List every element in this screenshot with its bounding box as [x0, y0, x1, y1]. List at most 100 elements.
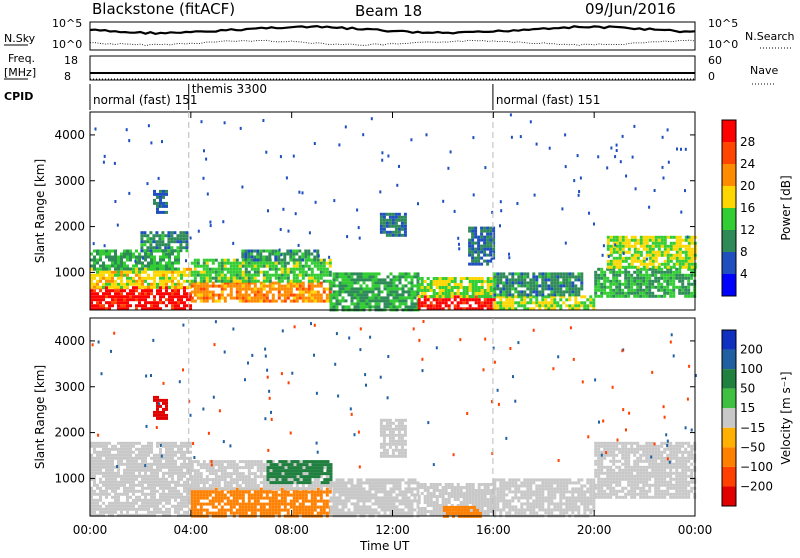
heatmap-cell [471, 242, 474, 245]
heatmap-cell [186, 505, 189, 508]
heatmap-cell [508, 278, 511, 281]
heatmap-cell [372, 275, 375, 278]
heatmap-cell [404, 231, 407, 234]
heatmap-cell [303, 481, 306, 484]
heatmap-cell [688, 242, 691, 245]
heatmap-cell [678, 280, 681, 283]
heatmap-cell [354, 505, 357, 508]
heatmap-cell [663, 286, 666, 289]
heatmap-cell [168, 511, 171, 514]
heatmap-cell [171, 289, 174, 292]
heatmap-cell [610, 245, 613, 248]
heatmap-cell [357, 481, 360, 484]
heatmap-cell [206, 503, 209, 506]
heatmap-cell [342, 296, 345, 299]
heatmap-cell [561, 207, 563, 210]
heatmap-cell [508, 290, 511, 293]
heatmap-cell [260, 466, 263, 469]
heatmap-cell [402, 284, 405, 287]
heatmap-cell [396, 299, 399, 302]
heatmap-cell [320, 294, 323, 297]
heatmap-cell [348, 275, 351, 278]
heatmap-cell [233, 262, 236, 265]
heatmap-cell [248, 297, 251, 300]
heatmap-cell [282, 481, 285, 484]
heatmap-cell [165, 277, 168, 280]
heatmap-cell [317, 259, 320, 262]
heatmap-cell [153, 481, 156, 484]
heatmap-cell [502, 293, 505, 296]
heatmap-cell [269, 262, 272, 265]
heatmap-cell [141, 481, 144, 484]
heatmap-cell [622, 242, 625, 245]
heatmap-cell [390, 478, 393, 481]
heatmap-cell [150, 478, 153, 481]
heatmap-cell [502, 275, 505, 278]
heatmap-cell [191, 280, 194, 283]
heatmap-cell [108, 256, 111, 259]
heatmap-cell [418, 277, 421, 280]
heatmap-cell [170, 240, 173, 243]
heatmap-cell [333, 481, 336, 484]
heatmap-cell [285, 481, 288, 484]
heatmap-cell [315, 475, 318, 478]
heatmap-cell [168, 469, 171, 472]
heatmap-cell [200, 271, 203, 274]
heatmap-cell [463, 301, 466, 304]
heatmap-cell [493, 287, 496, 290]
heatmap-cell [168, 457, 171, 460]
heatmap-cell [372, 299, 375, 302]
heatmap-cell [293, 487, 296, 490]
heatmap-cell [171, 460, 174, 463]
heatmap-cell [144, 502, 147, 505]
heatmap-cell [612, 274, 615, 277]
heatmap-cell [529, 298, 532, 301]
heatmap-cell [317, 512, 320, 515]
heatmap-cell [221, 262, 224, 265]
heatmap-cell [156, 289, 159, 292]
heatmap-cell [684, 292, 687, 295]
heatmap-cell [168, 298, 171, 301]
heatmap-cell [260, 271, 263, 274]
heatmap-cell [141, 469, 144, 472]
heatmap-cell [380, 231, 383, 234]
heatmap-cell [272, 478, 275, 481]
heatmap-cell [111, 289, 114, 292]
heatmap-cell [639, 283, 642, 286]
heatmap-cell [99, 253, 102, 256]
heatmap-cell [284, 291, 287, 294]
heatmap-cell [398, 213, 401, 216]
heatmap-cell [502, 272, 505, 275]
heatmap-cell [241, 256, 244, 259]
heatmap-cell [305, 500, 308, 503]
heatmap-cell [99, 274, 102, 277]
heatmap-cell [272, 512, 275, 515]
heatmap-cell [673, 242, 676, 245]
heatmap-cell [553, 293, 556, 296]
heatmap-cell [168, 295, 171, 298]
heatmap-cell [421, 304, 424, 307]
heatmap-cell [471, 245, 474, 248]
heatmap-cell [111, 304, 114, 307]
heatmap-cell [486, 260, 489, 263]
heatmap-cell [451, 292, 454, 295]
heatmap-cell [162, 277, 165, 280]
heatmap-cell [245, 463, 248, 466]
heatmap-cell [93, 295, 96, 298]
heatmap-cell [126, 490, 129, 493]
heatmap-cell [153, 286, 156, 289]
heatmap-cell [162, 283, 165, 286]
heatmap-cell [287, 280, 290, 283]
heatmap-cell [129, 280, 132, 283]
heatmap-cell [471, 227, 474, 230]
heatmap-cell [283, 256, 286, 259]
heatmap-cell [263, 297, 266, 300]
heatmap-cell [489, 245, 492, 248]
heatmap-cell [251, 487, 254, 490]
heatmap-cell [625, 251, 628, 254]
heatmap-cell [577, 278, 580, 281]
heatmap-cell [179, 243, 182, 246]
heatmap-cell [248, 472, 251, 475]
heatmap-cell [628, 245, 631, 248]
heatmap-cell [402, 275, 405, 278]
